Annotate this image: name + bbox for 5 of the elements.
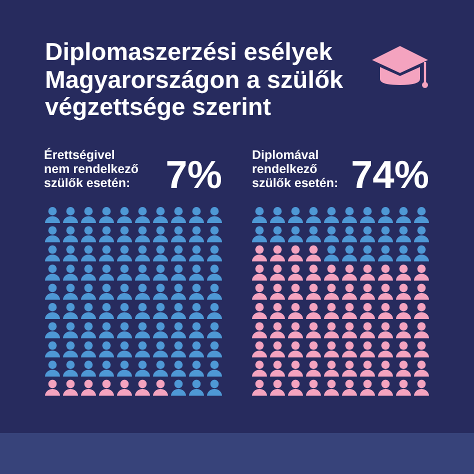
data-label: 74% xyxy=(350,154,429,197)
text: Érettségivel nem rendelkező szülők esetén: xyxy=(44,148,140,190)
data-label: 7% xyxy=(166,154,222,197)
text: Diplomaszerzési esélyek Magyarországon a szülők végzettsége szerint xyxy=(45,39,344,122)
text: Diplomával rendelkező szülők esetén: xyxy=(252,148,340,190)
